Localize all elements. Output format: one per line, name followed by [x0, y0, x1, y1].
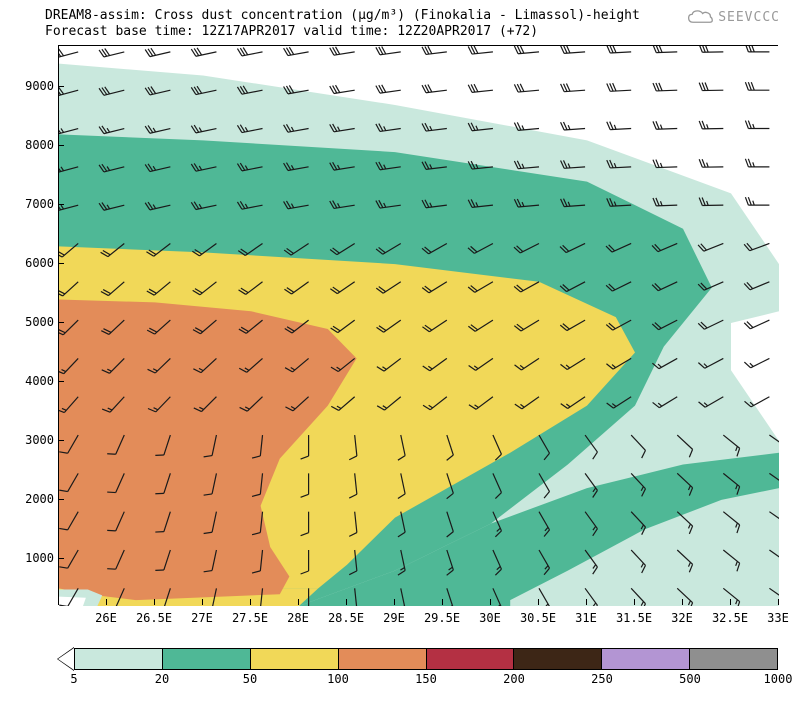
x-tick-label: 30.5E: [520, 611, 556, 625]
legend-swatch: [426, 648, 514, 670]
legend-value: 200: [503, 672, 525, 686]
legend-swatch: [250, 648, 338, 670]
x-tick-label: 26E: [95, 611, 117, 625]
legend-value: 1000: [764, 672, 793, 686]
x-tick-label: 33E: [767, 611, 789, 625]
seevccc-logo: SEEVCCC: [686, 8, 780, 26]
x-tick-label: 32E: [671, 611, 693, 625]
x-tick-label: 28E: [287, 611, 309, 625]
x-axis: 26E 26.5E 27E 27.5E 28E 28.5E 29E 29.5E 30E 30.5E…: [58, 605, 778, 635]
cloud-icon: [686, 8, 714, 26]
x-tick-label: 31.5E: [616, 611, 652, 625]
logo-text: SEEVCCC: [718, 10, 780, 25]
y-tick-label: 5000: [25, 315, 54, 329]
y-axis: 1000 2000 3000 4000 5000 6000 7000 8000 9000: [0, 45, 58, 605]
legend-colorbar: [58, 648, 778, 670]
y-tick-label: 1000: [25, 551, 54, 565]
x-tick-label: 28.5E: [328, 611, 364, 625]
y-tick-label: 7000: [25, 197, 54, 211]
x-tick-label: 26.5E: [136, 611, 172, 625]
y-tick-label: 9000: [25, 79, 54, 93]
x-tick-label: 32.5E: [712, 611, 748, 625]
legend-value: 500: [679, 672, 701, 686]
legend-swatch: [689, 648, 778, 670]
x-tick-label: 29E: [383, 611, 405, 625]
legend-labels: 520501001502002505001000: [58, 672, 778, 690]
y-tick-label: 8000: [25, 138, 54, 152]
legend-swatch: [338, 648, 426, 670]
legend-value: 100: [327, 672, 349, 686]
chart-title-2: Forecast base time: 12Z17APR2017 valid t…: [45, 24, 640, 40]
legend-swatch: [162, 648, 250, 670]
legend-value: 150: [415, 672, 437, 686]
legend-swatch: [601, 648, 689, 670]
legend-value: 20: [155, 672, 169, 686]
legend-value: 250: [591, 672, 613, 686]
legend-swatch: [513, 648, 601, 670]
y-tick-label: 6000: [25, 256, 54, 270]
x-tick-label: 31E: [575, 611, 597, 625]
chart-title-1: DREAM8-assim: Cross dust concentration (…: [45, 8, 640, 24]
x-tick-label: 29.5E: [424, 611, 460, 625]
y-tick-label: 2000: [25, 492, 54, 506]
legend-swatch: [74, 648, 162, 670]
y-tick-label: 4000: [25, 374, 54, 388]
x-tick-label: 30E: [479, 611, 501, 625]
x-tick-label: 27.5E: [232, 611, 268, 625]
legend-value: 50: [243, 672, 257, 686]
legend-value: 5: [70, 672, 77, 686]
x-tick-label: 27E: [191, 611, 213, 625]
plot-area: [58, 45, 778, 605]
y-tick-label: 3000: [25, 433, 54, 447]
wind-barb-layer: [59, 46, 779, 606]
